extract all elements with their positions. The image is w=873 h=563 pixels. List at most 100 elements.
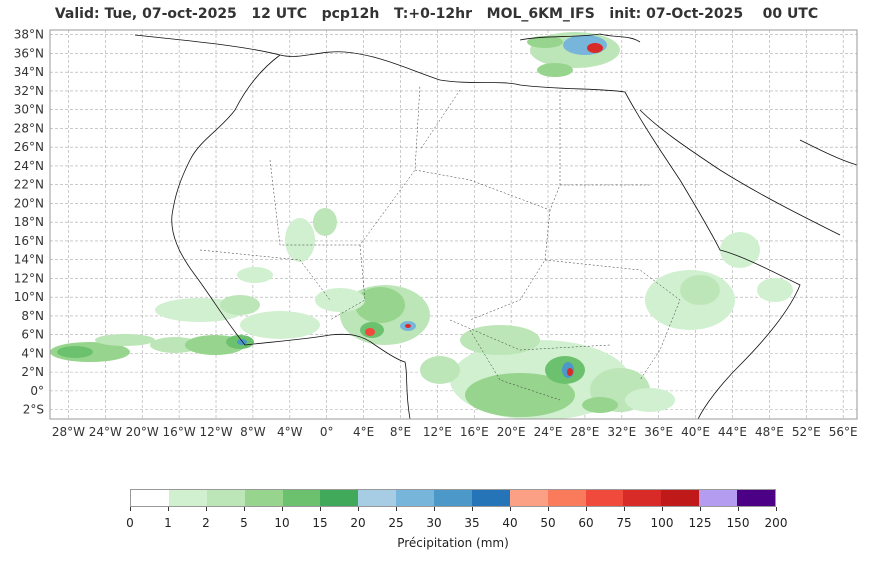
lon-tick-label: 56°E xyxy=(829,425,858,439)
map-title: Valid: Tue, 07-oct-2025 12 UTC pcp12h T:… xyxy=(54,6,819,22)
lat-tick-label: 10°N xyxy=(14,290,44,304)
lat-tick-label: 20°N xyxy=(14,196,44,210)
colorbar-segment xyxy=(661,490,700,506)
longitude-labels: 28°W 24°W 20°W 16°W 12°W 8°W 4°W 0° 4°E 8°E 12°E 16… xyxy=(52,425,858,439)
lat-tick-label: 6°N xyxy=(21,328,44,342)
lat-tick-label: 18°N xyxy=(14,215,44,229)
lon-tick-label: 28°W xyxy=(52,425,85,439)
colorbar-tickmark xyxy=(282,507,283,511)
colorbar-segment xyxy=(396,490,434,506)
lon-tick-label: 48°E xyxy=(755,425,784,439)
colorbar-tick-label: 10 xyxy=(274,516,290,530)
colorbar-tickmark xyxy=(738,507,739,511)
lon-tick-label: 20°E xyxy=(497,425,526,439)
lon-tick-label: 52°E xyxy=(792,425,821,439)
colorbar-tick-label: 15 xyxy=(312,516,328,530)
lon-tick-label: 44°E xyxy=(718,425,747,439)
map-frame-bg xyxy=(50,30,857,419)
colorbar-tickmark xyxy=(396,507,397,511)
lat-tick-label: 16°N xyxy=(14,234,44,248)
colorbar-segment xyxy=(699,490,737,506)
lat-tick-label: 4°N xyxy=(21,346,44,360)
lat-tick-label: 14°N xyxy=(14,253,44,267)
colorbar-tick-label: 30 xyxy=(426,516,442,530)
lon-tick-label: 28°E xyxy=(570,425,599,439)
colorbar-tick-label: 150 xyxy=(726,516,750,530)
colorbar-tick-label: 75 xyxy=(616,516,632,530)
colorbar-tickmark xyxy=(130,507,131,511)
lon-tick-label: 12°W xyxy=(199,425,232,439)
latitude-labels: 38°N 36°N 34°N 32°N 30°N 28°N 26°N 24°N 22°N 20°N… xyxy=(14,28,44,417)
colorbar-tickmark xyxy=(358,507,359,511)
colorbar-segment xyxy=(358,490,397,506)
lat-tick-label: 2°S xyxy=(23,403,44,417)
colorbar-segment xyxy=(168,490,207,506)
lat-tick-label: 24°N xyxy=(14,159,44,173)
colorbar-tick-label: 125 xyxy=(688,516,712,530)
colorbar-tick-label: 100 xyxy=(650,516,674,530)
lon-tick-label: 16°W xyxy=(163,425,196,439)
colorbar-tick-label: 60 xyxy=(578,516,594,530)
colorbar-segment xyxy=(737,490,775,506)
lon-tick-label: 8°W xyxy=(240,425,266,439)
colorbar-tickmark xyxy=(586,507,587,511)
colorbar-tick-label: 35 xyxy=(464,516,480,530)
colorbar-segment xyxy=(206,490,245,506)
colorbar-segment xyxy=(282,490,321,506)
country-borders xyxy=(199,84,681,401)
colorbar-tickmark xyxy=(700,507,701,511)
coastlines xyxy=(134,33,857,419)
colorbar-tick-label: 200 xyxy=(764,516,788,530)
colorbar-segment xyxy=(585,490,624,506)
lat-tick-label: 26°N xyxy=(14,140,44,154)
colorbar-tick-label: 0 xyxy=(126,516,134,530)
map-frame xyxy=(49,29,858,420)
colorbar-tick-label: 25 xyxy=(388,516,404,530)
colorbar-tickmark xyxy=(472,507,473,511)
colorbar-tickmark xyxy=(624,507,625,511)
lat-tick-label: 34°N xyxy=(14,65,44,79)
lon-tick-label: 4°E xyxy=(353,425,374,439)
colorbar-scale xyxy=(130,489,776,507)
colorbar-tick-label: 2 xyxy=(202,516,210,530)
lon-tick-label: 20°W xyxy=(126,425,159,439)
colorbar-tickmark xyxy=(548,507,549,511)
lat-tick-label: 38°N xyxy=(14,28,44,42)
lon-tick-label: 24°W xyxy=(89,425,122,439)
colorbar-tick-label: 5 xyxy=(240,516,248,530)
colorbar: 0 1 2 5 10 15 20 25 30 35 40 50 60 75 100 125 150 200 Pré… xyxy=(126,489,787,559)
colorbar-tickmark xyxy=(244,507,245,511)
colorbar-label: Précipitation (mm) xyxy=(397,536,509,550)
lon-tick-label: 0° xyxy=(320,425,334,439)
colorbar-tick-label: 40 xyxy=(502,516,518,530)
colorbar-tickmark xyxy=(662,507,663,511)
colorbar-tickmark xyxy=(510,507,511,511)
gridlines xyxy=(50,30,857,419)
colorbar-tickmark xyxy=(168,507,169,511)
lat-tick-label: 32°N xyxy=(14,84,44,98)
colorbar-tickmark xyxy=(776,507,777,511)
lat-tick-label: 2°N xyxy=(21,365,44,379)
lon-tick-label: 16°E xyxy=(460,425,489,439)
lon-tick-label: 4°W xyxy=(277,425,303,439)
colorbar-tick-label: 20 xyxy=(350,516,366,530)
lat-tick-label: 0° xyxy=(30,384,44,398)
colorbar-segment xyxy=(623,490,662,506)
colorbar-segment xyxy=(320,490,359,506)
colorbar-segment xyxy=(509,490,548,506)
lon-tick-label: 32°E xyxy=(607,425,636,439)
lat-tick-label: 36°N xyxy=(14,46,44,60)
colorbar-tickmark xyxy=(434,507,435,511)
lon-tick-label: 40°E xyxy=(681,425,710,439)
lat-tick-label: 22°N xyxy=(14,178,44,192)
lon-tick-label: 8°E xyxy=(390,425,411,439)
colorbar-tick-label: 50 xyxy=(540,516,556,530)
lon-tick-label: 12°E xyxy=(423,425,452,439)
colorbar-segment xyxy=(471,490,510,506)
lon-tick-label: 24°E xyxy=(534,425,563,439)
colorbar-tickmark xyxy=(320,507,321,511)
colorbar-segment xyxy=(244,490,283,506)
colorbar-segment xyxy=(434,490,472,506)
colorbar-tickmark xyxy=(206,507,207,511)
